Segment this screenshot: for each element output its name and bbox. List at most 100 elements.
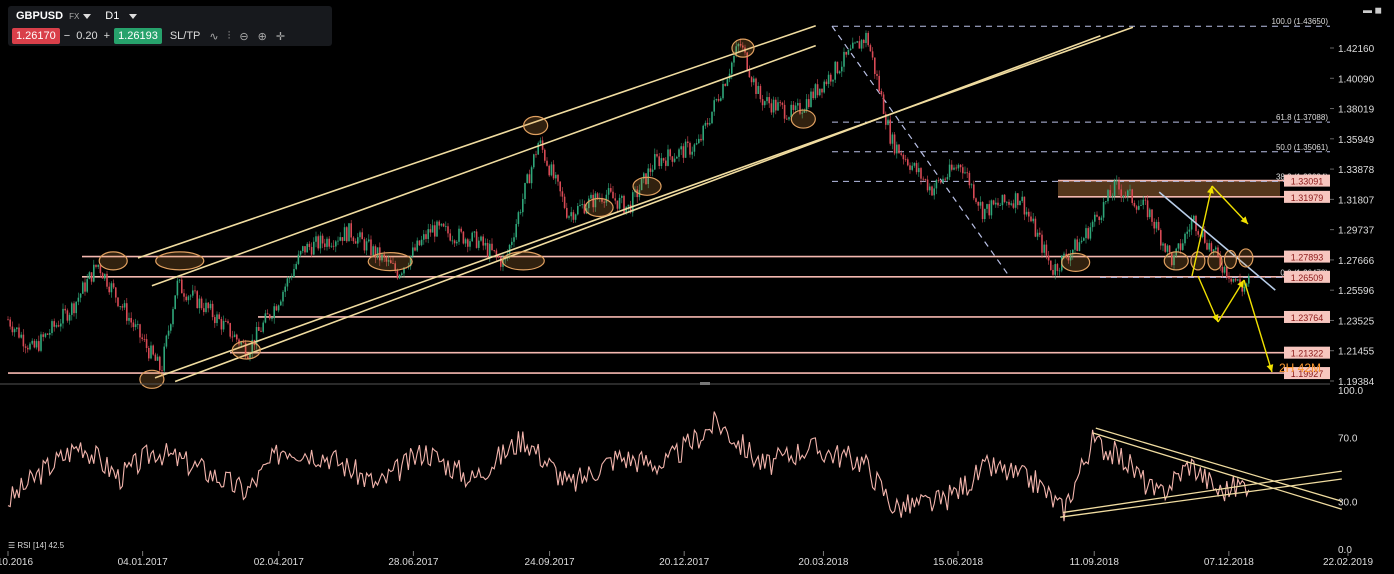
candle-body [1166, 245, 1169, 252]
candle-body [20, 334, 22, 338]
sltp-button[interactable]: SL/TP [169, 30, 201, 42]
candle-body [170, 324, 172, 331]
candle-body [154, 354, 157, 361]
candle-body [975, 198, 977, 202]
candle-body [783, 104, 786, 119]
candle-body [29, 343, 31, 350]
candle-body [82, 282, 84, 294]
candle-body [786, 118, 788, 120]
candle-body [174, 295, 176, 310]
candle-body [484, 242, 487, 246]
candle-body [623, 195, 625, 213]
candle-body [1173, 255, 1175, 266]
candle-body [288, 277, 291, 279]
touch-ellipse [1163, 251, 1189, 271]
candle-body [332, 245, 335, 247]
candle-body [854, 42, 856, 44]
chevron-down-icon[interactable] [83, 13, 92, 19]
candle-body [836, 61, 839, 74]
candle-body [214, 317, 216, 324]
candle-body [669, 149, 671, 157]
line-chart-icon[interactable]: ∿ [209, 30, 219, 43]
increase-button[interactable]: + [103, 30, 111, 42]
candle-body [847, 50, 850, 55]
candle-body [106, 273, 108, 287]
price-tick-label: 1.33878 [1338, 165, 1375, 176]
candle-body [297, 254, 300, 264]
candle-body [651, 169, 654, 172]
candle-body [1144, 199, 1147, 201]
rsi-tick-label: 70.0 [1338, 434, 1358, 445]
candle-body [915, 163, 918, 173]
candle-body [808, 99, 810, 108]
candle-body [559, 181, 561, 192]
candle-body [717, 99, 720, 101]
candle-body [581, 204, 583, 206]
candle-body [999, 205, 1001, 206]
rsi-indicator-label[interactable]: ☰ RSI [14] 42.5 [8, 541, 64, 550]
crosshair-icon[interactable]: ✛ [275, 30, 286, 43]
sell-button[interactable]: 1.26170 [12, 28, 60, 44]
panel-resize-handle[interactable] [700, 382, 710, 385]
timeframe-selector[interactable]: D1 [105, 10, 120, 22]
candle-body [973, 184, 975, 199]
candle-body [1094, 214, 1096, 222]
candle-body [436, 221, 438, 237]
candle-body [563, 196, 566, 208]
candle-body [607, 188, 610, 195]
candle-body [68, 314, 71, 321]
candle-body [849, 48, 852, 51]
candle-body [425, 234, 427, 239]
candle-body [519, 212, 522, 213]
candle-body [35, 341, 38, 348]
candle-body [750, 77, 753, 83]
chart-toolbar: GBPUSD FX D1 1.26170 − 0.20 + 1.26193 SL… [8, 6, 332, 46]
candle-body [209, 303, 212, 309]
menu-icon[interactable]: ☰ [8, 541, 18, 550]
candle-body [176, 280, 179, 296]
candle-body [810, 91, 812, 108]
candle-body [1080, 240, 1083, 243]
candle-body [1210, 243, 1213, 252]
symbol-label[interactable]: GBPUSD [16, 10, 64, 22]
zoom-out-icon[interactable]: ⊖ [239, 30, 249, 43]
candle-body [99, 264, 102, 274]
time-tick-label: 11.09.2018 [1070, 557, 1120, 568]
candle-body [317, 236, 319, 249]
candle-body [79, 293, 82, 298]
candle-body [590, 194, 592, 199]
candle-body [225, 320, 227, 322]
candle-body [887, 119, 889, 125]
zoom-in-icon[interactable]: ⊕ [257, 30, 267, 43]
candle-body [211, 303, 214, 318]
candle-body [493, 250, 495, 251]
bar-chart-icon[interactable]: ⫶ [227, 29, 231, 42]
projection-arrowhead [1266, 364, 1274, 372]
candle-body [1193, 215, 1195, 221]
candle-body [1069, 254, 1072, 261]
touch-ellipse [139, 369, 165, 389]
candle-body [1228, 277, 1230, 279]
decrease-button[interactable]: − [63, 30, 71, 42]
touch-ellipse [1190, 251, 1206, 271]
window-controls[interactable]: ▬ ◼ [1363, 5, 1382, 15]
candle-body [469, 241, 471, 247]
candle-body [1034, 218, 1037, 237]
candle-body [856, 41, 858, 43]
candle-body [698, 138, 700, 144]
candle-body [962, 167, 964, 174]
buy-button[interactable]: 1.26193 [114, 28, 162, 44]
candle-body [592, 194, 594, 208]
candle-body [218, 314, 220, 319]
candle-body [546, 160, 548, 166]
candle-body [1232, 278, 1235, 282]
candle-body [324, 243, 326, 247]
candle-body [819, 88, 821, 96]
candle-body [163, 346, 165, 371]
candle-body [904, 159, 907, 161]
candle-body [986, 204, 988, 209]
candle-body [112, 283, 115, 288]
chevron-down-icon[interactable] [129, 13, 138, 19]
candle-body [1111, 195, 1114, 197]
